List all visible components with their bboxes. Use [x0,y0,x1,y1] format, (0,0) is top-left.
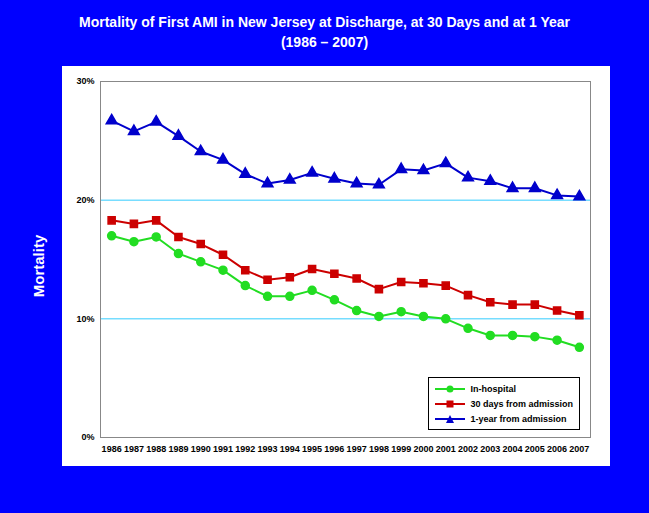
html-text:(1986 – 2007): (1986 – 2007) [280,34,369,50]
svg-text:1998: 1998 [369,444,389,454]
svg-text:2004: 2004 [503,444,523,454]
svg-text:1995: 1995 [302,444,322,454]
svg-text:1996: 1996 [324,444,344,454]
svg-text:2005: 2005 [525,444,545,454]
svg-text:20%: 20% [76,195,94,205]
svg-text:1992: 1992 [235,444,255,454]
svg-text:2006: 2006 [547,444,567,454]
svg-text:2007: 2007 [569,444,589,454]
svg-text:1994: 1994 [280,444,300,454]
html-text:30 days from admission: 30 days from admission [470,398,573,409]
svg-text:2003: 2003 [480,444,500,454]
svg-text:1991: 1991 [213,444,233,454]
html-text:Mortality of First AMI in New: Mortality of First AMI in New Jersey at … [79,14,570,30]
svg-text:10%: 10% [76,314,94,324]
svg-text:2002: 2002 [458,444,478,454]
svg-text:2000: 2000 [413,444,433,454]
svg-text:2001: 2001 [436,444,456,454]
svg-text:1987: 1987 [124,444,144,454]
html-text:Mortality: Mortality [29,234,47,298]
svg-text:1990: 1990 [191,444,211,454]
svg-text:1989: 1989 [168,444,188,454]
html-text:In-hospital: In-hospital [470,383,516,394]
svg-text:1986: 1986 [102,444,122,454]
svg-text:1988: 1988 [146,444,166,454]
svg-text:1993: 1993 [258,444,278,454]
svg-text:1997: 1997 [347,444,367,454]
svg-text:0%: 0% [81,432,94,442]
svg-text:1999: 1999 [391,444,411,454]
html-text:1-year from admission: 1-year from admission [470,413,567,424]
svg-text:30%: 30% [76,76,94,86]
